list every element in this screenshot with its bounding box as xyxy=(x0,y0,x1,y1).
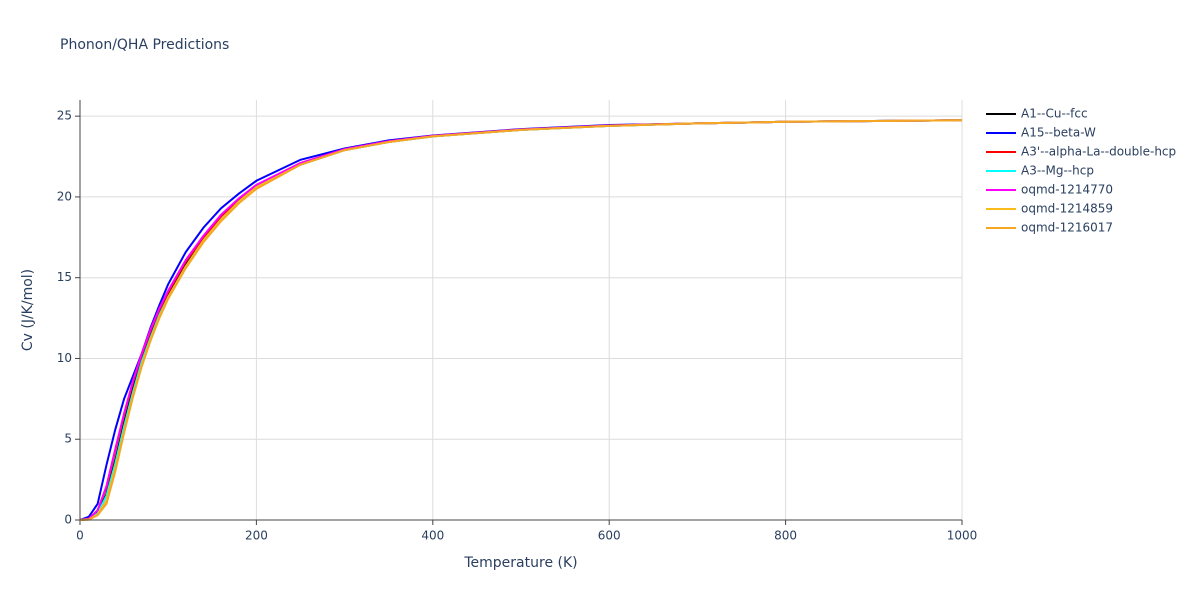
series-line xyxy=(79,119,963,521)
series-line xyxy=(79,119,963,521)
legend-label: oqmd-1216017 xyxy=(1021,221,1113,235)
x-tick-label: 400 xyxy=(421,529,444,543)
legend-label: A3--Mg--hcp xyxy=(1021,164,1094,178)
series-line xyxy=(79,119,963,521)
y-axis-title: Cv (J/K/mol) xyxy=(20,269,36,351)
x-tick-label: 0 xyxy=(76,529,84,543)
x-tick-label: 600 xyxy=(598,529,621,543)
legend-label: A1--Cu--fcc xyxy=(1021,107,1088,121)
grid xyxy=(75,100,963,525)
plot-lines xyxy=(79,119,963,521)
legend-item[interactable]: oqmd-1216017 xyxy=(986,221,1113,235)
series-line xyxy=(79,119,963,521)
y-tick-label: 15 xyxy=(57,270,72,284)
x-tick-label: 1000 xyxy=(947,529,978,543)
series-line xyxy=(79,119,963,521)
legend-item[interactable]: oqmd-1214859 xyxy=(986,202,1113,216)
legend-item[interactable]: oqmd-1214770 xyxy=(986,183,1113,197)
legend-label: oqmd-1214770 xyxy=(1021,183,1113,197)
legend-label: A3'--alpha-La--double-hcp xyxy=(1021,145,1176,159)
legend-item[interactable]: A3--Mg--hcp xyxy=(986,164,1094,178)
x-tick-label: 800 xyxy=(774,529,797,543)
legend-label: oqmd-1214859 xyxy=(1021,202,1113,216)
chart-title: Phonon/QHA Predictions xyxy=(60,37,229,53)
x-axis-title: Temperature (K) xyxy=(463,555,577,571)
legend-label: A15--beta-W xyxy=(1021,126,1096,140)
legend-item[interactable]: A1--Cu--fcc xyxy=(986,107,1088,121)
series-line xyxy=(79,119,963,521)
series-line xyxy=(79,119,963,521)
x-tick-label: 200 xyxy=(245,529,268,543)
y-tick-label: 0 xyxy=(64,513,72,527)
legend-item[interactable]: A15--beta-W xyxy=(986,126,1096,140)
y-tick-label: 25 xyxy=(57,109,72,123)
y-tick-label: 5 xyxy=(64,432,72,446)
y-tick-label: 20 xyxy=(57,189,72,203)
legend: A1--Cu--fcc A15--beta-W A3'--alpha-La--dou… xyxy=(986,107,1176,235)
y-tick-label: 10 xyxy=(57,351,72,365)
legend-item[interactable]: A3'--alpha-La--double-hcp xyxy=(986,145,1176,159)
